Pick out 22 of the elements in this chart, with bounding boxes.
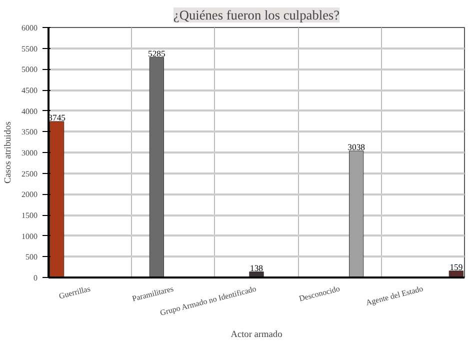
y-tick-label: 1500 bbox=[22, 211, 38, 220]
y-tick-label: 1000 bbox=[22, 232, 38, 241]
x-tick-label: Guerrillas bbox=[58, 284, 92, 301]
y-tick-label: 4500 bbox=[22, 86, 38, 95]
y-axis-title: Casos atribuidos bbox=[4, 121, 14, 184]
data-label: 5285 bbox=[148, 48, 166, 58]
y-tick-label: 0 bbox=[34, 274, 38, 282]
data-label: 138 bbox=[250, 262, 263, 273]
y-tick-label: 5000 bbox=[22, 65, 38, 74]
y-tick-label: 3000 bbox=[22, 148, 38, 158]
y-tick-label: 500 bbox=[26, 252, 38, 262]
y-tick-label: 4000 bbox=[22, 106, 38, 116]
data-label: 159 bbox=[450, 262, 463, 272]
y-tick-label: 2500 bbox=[22, 169, 38, 178]
y-tick-label: 5500 bbox=[22, 44, 38, 54]
x-tick-label: Agente del Estado bbox=[364, 284, 424, 308]
data-label: 3038 bbox=[348, 142, 365, 152]
y-tick-label: 6000 bbox=[22, 24, 38, 32]
y-tick-label: 3500 bbox=[22, 128, 38, 137]
y-tick-label: 2000 bbox=[22, 190, 38, 200]
x-axis-title: Actor armado bbox=[230, 330, 283, 340]
chart-title: ¿Quiénes fueron los culpables? bbox=[173, 8, 340, 22]
